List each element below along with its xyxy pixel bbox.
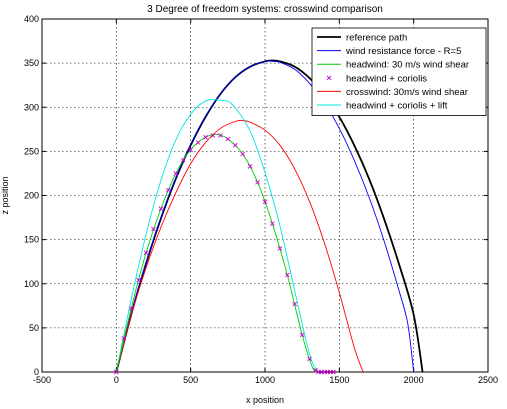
data-point-marker (195, 140, 201, 145)
data-point-marker (114, 369, 119, 375)
legend-marker (326, 75, 332, 81)
data-point-marker (255, 179, 260, 185)
chart-title: 3 Degree of freedom systems: crosswind c… (147, 4, 383, 15)
data-point-marker (121, 336, 127, 341)
series-line-headwind-coriolis-lift (115, 99, 325, 374)
y-tick-label: 100 (24, 279, 39, 289)
data-point-marker (247, 164, 253, 169)
y-tick-label: 50 (29, 323, 39, 333)
series-headwind-coriolis (114, 133, 336, 375)
data-point-marker (232, 142, 238, 148)
series-headwind-coriolis-lift (115, 99, 325, 374)
data-point-marker (240, 151, 246, 157)
legend-entry-label: crosswind: 30m/s wind shear (346, 87, 468, 98)
y-tick-label: 300 (24, 102, 39, 112)
series-line-headwind-30-m-s-wind-shear (115, 134, 319, 373)
data-point-marker (136, 277, 141, 283)
data-point-marker (284, 272, 290, 278)
legend-box (311, 27, 487, 116)
y-tick-label: 150 (24, 235, 39, 245)
y-axis-label: z position (0, 176, 10, 214)
data-point-marker (173, 171, 179, 176)
data-point-marker (225, 136, 231, 142)
data-point-marker (270, 221, 275, 227)
data-point-marker (262, 199, 268, 204)
data-point-marker (292, 301, 298, 307)
data-point-marker (210, 133, 216, 138)
data-point-marker (166, 187, 171, 193)
x-axis-label: x position (246, 395, 284, 405)
x-tick-label: 1000 (255, 375, 275, 385)
x-tick-label: 2500 (478, 375, 498, 385)
legend-entry-label: headwind: 30 m/s wind shear (346, 60, 469, 71)
series-headwind-30-m-s-wind-shear (115, 134, 319, 373)
data-point-marker (299, 332, 305, 338)
series-layer (114, 59, 424, 375)
legend-entry-label: headwind + coriolis (346, 73, 427, 84)
legend-entry-label: headwind + coriolis + lift (346, 101, 448, 112)
data-point-marker (331, 369, 336, 375)
x-tick-label: 0 (114, 375, 119, 385)
data-point-marker (188, 147, 193, 152)
series-crosswind-30m-s-wind-shear (115, 119, 364, 373)
x-tick-label: 500 (183, 375, 198, 385)
y-tick-label: 0 (34, 367, 39, 377)
x-tick-label: -500 (33, 375, 51, 385)
series-line-crosswind-30m-s-wind-shear (115, 119, 364, 373)
data-point-marker (128, 306, 134, 311)
series-line-wind-resistance-force-r-5 (115, 60, 415, 373)
y-tick-label: 400 (24, 14, 39, 24)
data-point-marker (218, 133, 223, 138)
legend-entry-label: wind resistance force - R=5 (345, 46, 461, 57)
grid-lines (42, 19, 488, 372)
data-point-marker (180, 157, 186, 163)
x-tick-label: 2000 (404, 375, 424, 385)
y-tick-label: 200 (24, 191, 39, 201)
y-tick-label: 350 (24, 58, 39, 68)
data-point-marker (277, 246, 283, 251)
data-point-marker (313, 367, 318, 373)
legend: reference path wind resistance force - R=… (311, 27, 487, 116)
series-wind-resistance-force-r-5 (115, 60, 415, 373)
x-tick-label: 1500 (329, 375, 349, 385)
axis-ticks: -500 0 500 1000 1500 2000 25000501001502002503… (24, 14, 498, 385)
data-point-marker (203, 134, 208, 140)
data-point-marker (143, 250, 149, 256)
data-point-marker (151, 226, 156, 232)
y-tick-label: 250 (24, 146, 39, 156)
legend-entry-label: reference path (346, 33, 407, 44)
data-point-marker (307, 356, 312, 362)
data-point-marker (158, 206, 164, 212)
